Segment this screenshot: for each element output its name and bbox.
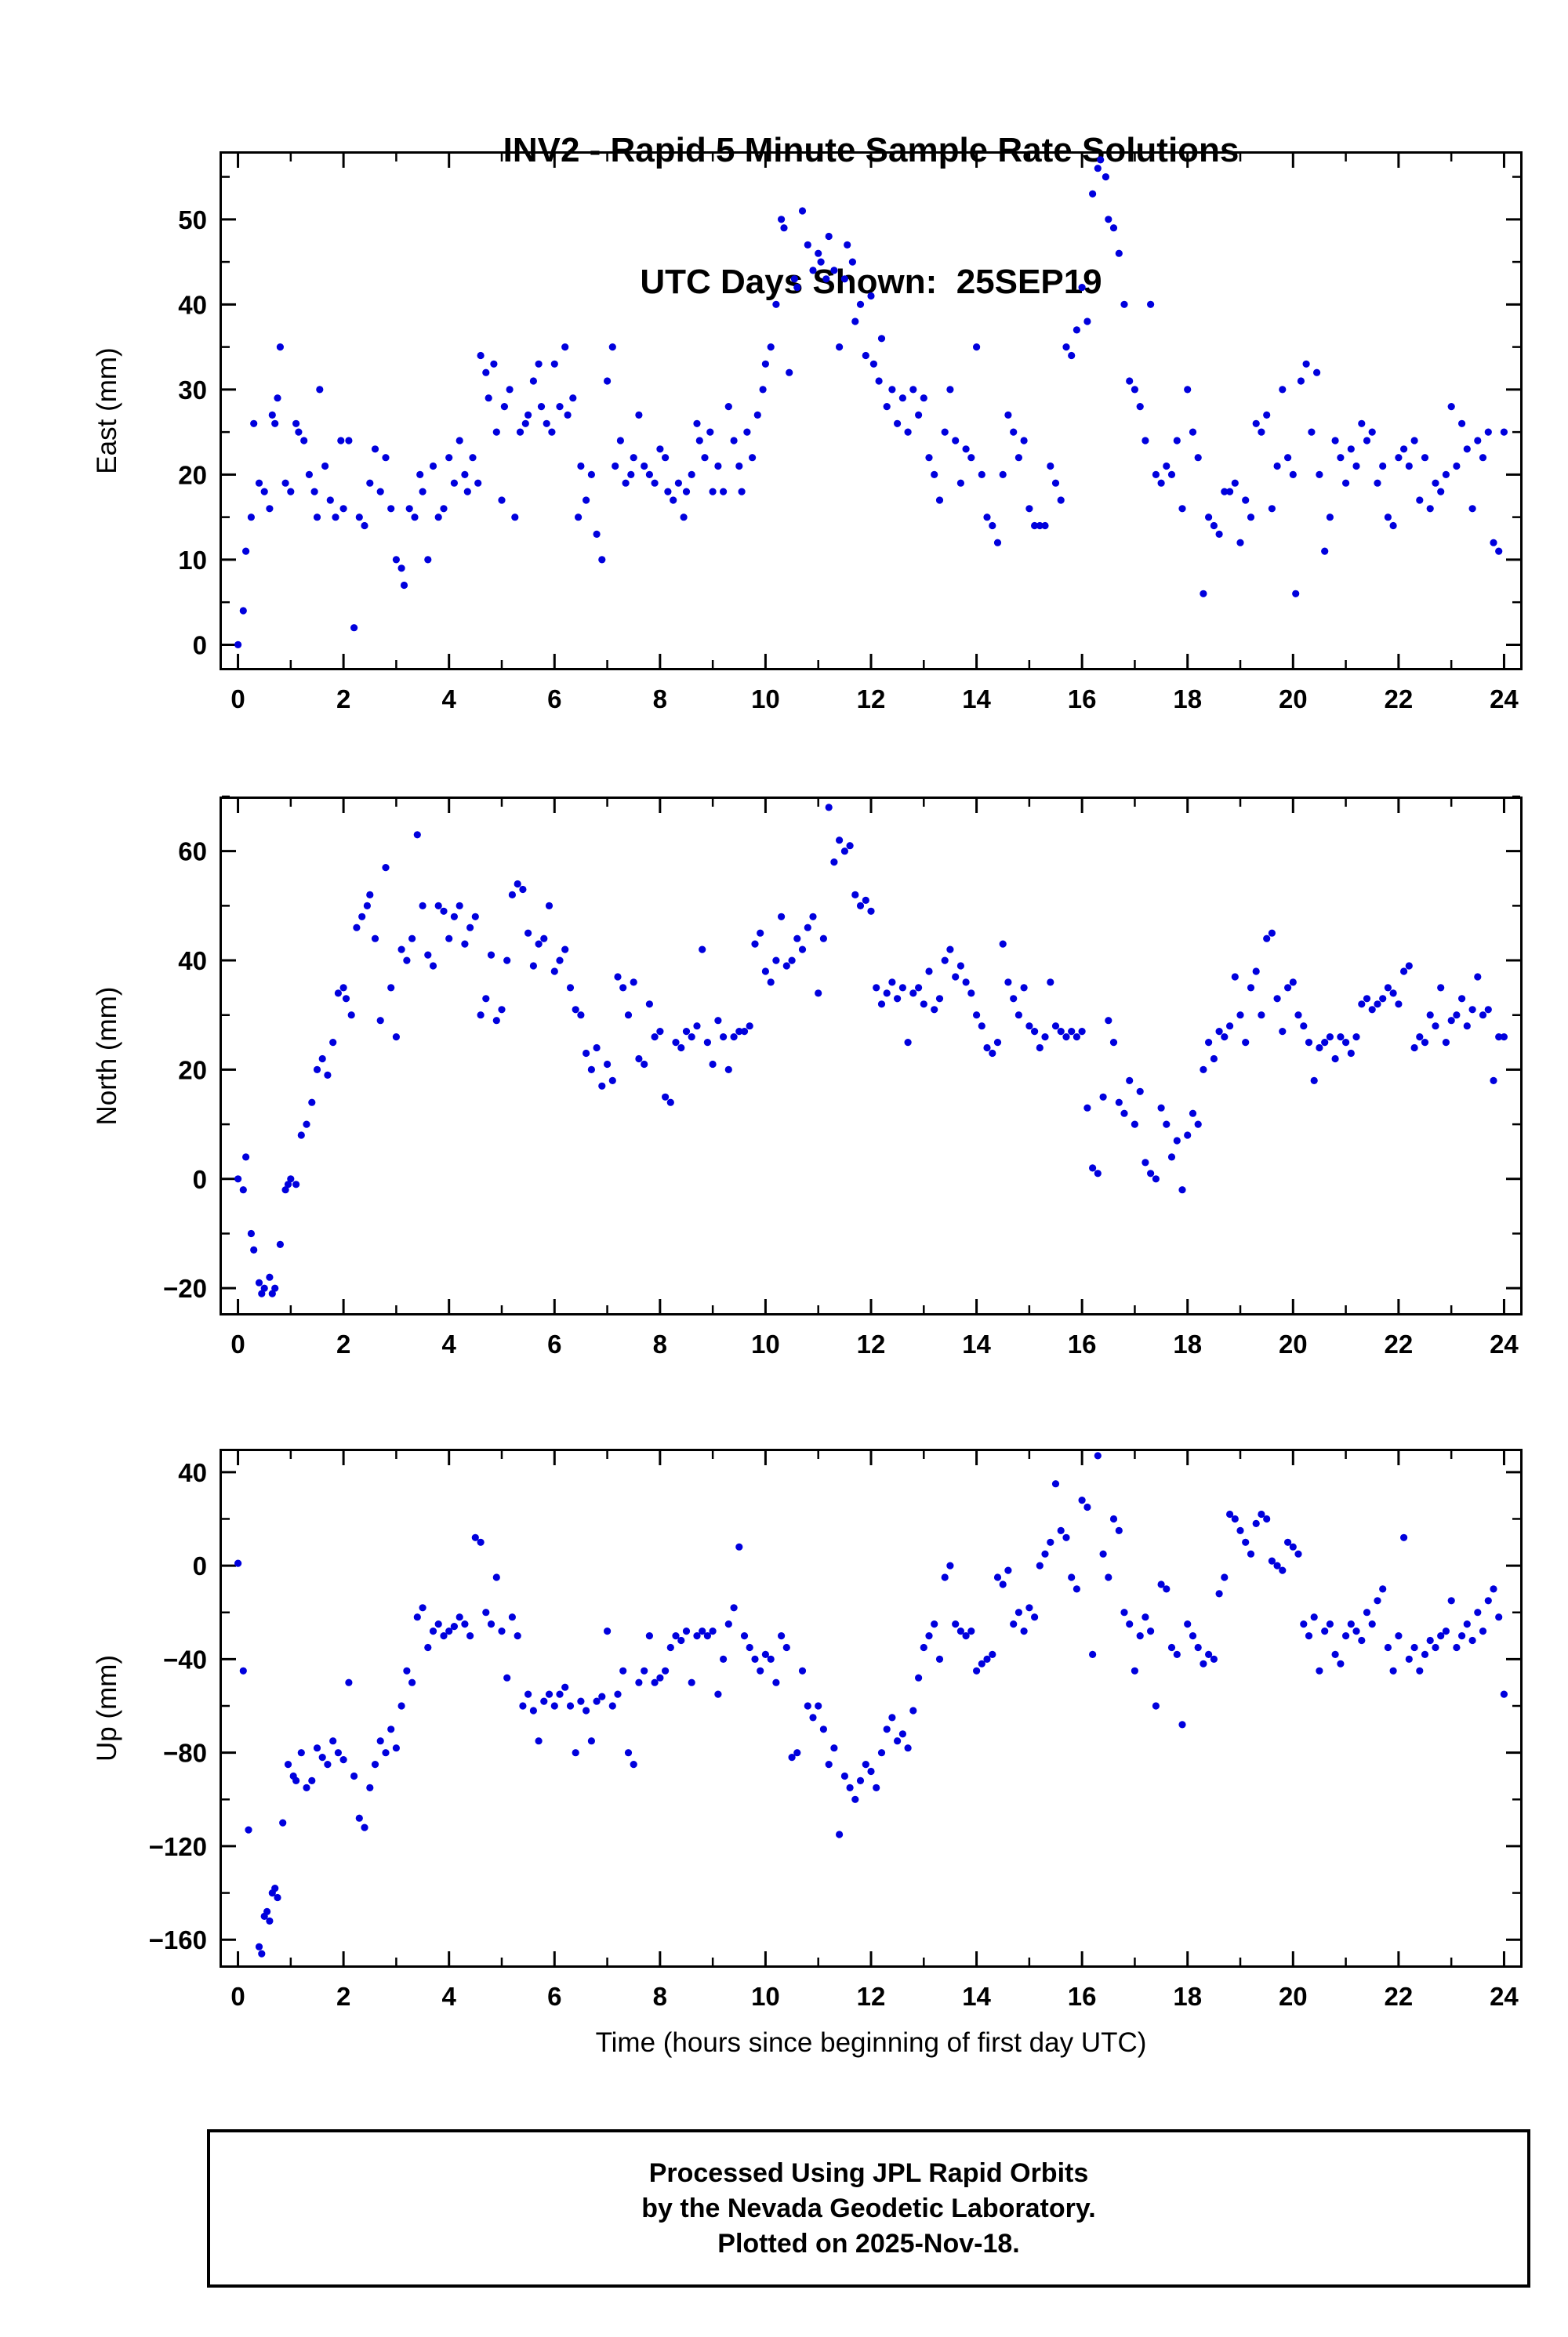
svg-text:−80: −80 xyxy=(163,1739,207,1768)
svg-text:20: 20 xyxy=(178,460,207,489)
svg-text:10: 10 xyxy=(751,1330,780,1359)
data-points-up xyxy=(234,1452,1508,1958)
svg-text:14: 14 xyxy=(962,1330,991,1359)
svg-text:4: 4 xyxy=(442,1982,457,2011)
svg-text:8: 8 xyxy=(653,684,667,713)
footer-box: Processed Using JPL Rapid Orbits by the … xyxy=(207,2129,1530,2288)
svg-text:16: 16 xyxy=(1068,1330,1097,1359)
data-points-north xyxy=(234,804,1508,1297)
footer-line-1: Processed Using JPL Rapid Orbits xyxy=(648,2157,1089,2188)
plot-frame xyxy=(220,797,1523,1315)
svg-text:0: 0 xyxy=(230,1330,245,1359)
chart-title: INV2 - Rapid 5 Minute Sample Rate Soluti… xyxy=(503,131,1240,169)
svg-text:24: 24 xyxy=(1490,684,1519,713)
svg-text:22: 22 xyxy=(1385,1330,1414,1359)
svg-text:−120: −120 xyxy=(149,1832,207,1861)
svg-text:6: 6 xyxy=(547,1982,561,2011)
svg-text:20: 20 xyxy=(1279,684,1308,713)
svg-text:22: 22 xyxy=(1385,684,1414,713)
y-axis-label-up: Up (mm) xyxy=(92,1655,122,1762)
svg-text:8: 8 xyxy=(653,1330,667,1359)
svg-text:18: 18 xyxy=(1173,1330,1202,1359)
svg-text:12: 12 xyxy=(857,684,886,713)
svg-text:0: 0 xyxy=(230,684,245,713)
svg-text:6: 6 xyxy=(547,684,561,713)
svg-text:2: 2 xyxy=(336,1982,350,2011)
svg-text:0: 0 xyxy=(193,1165,207,1194)
svg-text:16: 16 xyxy=(1068,684,1097,713)
svg-text:10: 10 xyxy=(751,684,780,713)
svg-text:2: 2 xyxy=(336,1330,350,1359)
svg-text:4: 4 xyxy=(442,1330,457,1359)
svg-text:0: 0 xyxy=(193,1551,207,1580)
svg-text:18: 18 xyxy=(1173,684,1202,713)
svg-text:10: 10 xyxy=(751,1982,780,2011)
y-axis-label-north: North (mm) xyxy=(92,987,122,1126)
svg-text:20: 20 xyxy=(1279,1330,1308,1359)
svg-text:40: 40 xyxy=(178,946,207,975)
svg-text:2: 2 xyxy=(336,684,350,713)
svg-text:0: 0 xyxy=(193,630,207,659)
svg-text:22: 22 xyxy=(1385,1982,1414,2011)
svg-text:−20: −20 xyxy=(163,1274,207,1303)
svg-text:0: 0 xyxy=(230,1982,245,2011)
svg-text:4: 4 xyxy=(442,684,457,713)
footer-line-3: Plotted on 2025-Nov-18. xyxy=(717,2228,1020,2259)
plot-frame xyxy=(220,151,1523,670)
x-axis-label: Time (hours since beginning of first day… xyxy=(595,2027,1147,2058)
svg-text:20: 20 xyxy=(178,1055,207,1084)
svg-text:40: 40 xyxy=(178,1458,207,1487)
axis-ticks xyxy=(222,154,1520,668)
svg-text:12: 12 xyxy=(857,1330,886,1359)
svg-text:−40: −40 xyxy=(163,1645,207,1674)
svg-text:12: 12 xyxy=(857,1982,886,2011)
svg-text:24: 24 xyxy=(1490,1330,1519,1359)
svg-text:14: 14 xyxy=(962,684,991,713)
svg-text:16: 16 xyxy=(1068,1982,1097,2011)
svg-text:40: 40 xyxy=(178,290,207,319)
data-points-east xyxy=(234,156,1508,649)
axis-ticks xyxy=(222,1451,1520,1965)
svg-text:20: 20 xyxy=(1279,1982,1308,2011)
svg-text:30: 30 xyxy=(178,376,207,405)
scatter-panel-up: 0 2 4 6 8 10 12 14 16 18 20 22 24−160−120−80−40040Up… xyxy=(92,1449,1523,2011)
svg-text:60: 60 xyxy=(178,837,207,866)
plot-frame xyxy=(220,1449,1523,1968)
svg-text:10: 10 xyxy=(178,546,207,575)
y-axis-label-east: East (mm) xyxy=(92,347,122,474)
svg-text:18: 18 xyxy=(1173,1982,1202,2011)
axis-ticks xyxy=(222,795,1520,1313)
svg-text:8: 8 xyxy=(653,1982,667,2011)
footer-line-2: by the Nevada Geodetic Laboratory. xyxy=(641,2193,1096,2223)
svg-text:24: 24 xyxy=(1490,1982,1519,2011)
svg-text:−160: −160 xyxy=(149,1925,207,1954)
svg-text:50: 50 xyxy=(178,205,207,234)
svg-text:14: 14 xyxy=(962,1982,991,2011)
svg-text:6: 6 xyxy=(547,1330,561,1359)
